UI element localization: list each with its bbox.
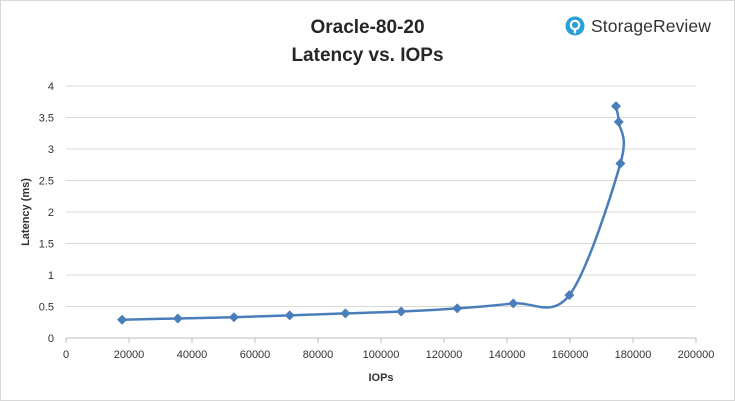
- data-point-marker: [613, 116, 624, 127]
- brand-logo: StorageReview: [565, 13, 711, 39]
- y-axis-title: Latency (ms): [20, 178, 32, 246]
- axes: [65, 337, 697, 343]
- data-point-marker: [340, 308, 351, 319]
- data-point-marker: [564, 290, 575, 301]
- x-tick-label: 100000: [363, 349, 400, 361]
- y-tick-label: 2.5: [39, 176, 54, 188]
- y-tick-label: 3.5: [39, 113, 54, 125]
- data-point-marker: [615, 158, 626, 169]
- data-point-marker: [172, 313, 183, 324]
- data-point-marker: [284, 310, 295, 321]
- data-point-marker: [117, 314, 128, 325]
- x-tick-label: 20000: [114, 349, 145, 361]
- data-series: [117, 101, 626, 325]
- y-tick-label: 1: [48, 270, 54, 282]
- x-axis-title: IOPs: [368, 372, 393, 384]
- y-tick-label: 2: [48, 207, 54, 219]
- data-point-marker: [452, 303, 463, 314]
- data-point-marker: [508, 298, 519, 309]
- y-tick-label: 1.5: [39, 239, 54, 251]
- x-tick-label: 200000: [678, 349, 715, 361]
- y-tick-label: 0.5: [39, 302, 54, 314]
- y-tick-label: 0: [48, 333, 54, 345]
- x-tick-label: 60000: [240, 349, 271, 361]
- storagereview-logo-icon: [565, 16, 585, 36]
- x-tick-label: 180000: [615, 349, 652, 361]
- x-tick-label: 140000: [489, 349, 526, 361]
- x-tick-label: 160000: [552, 349, 589, 361]
- chart-title: Oracle-80-20: [310, 17, 425, 38]
- x-tick-label: 120000: [426, 349, 463, 361]
- series-line: [120, 104, 625, 321]
- x-tick-label: 80000: [303, 349, 334, 361]
- brand-name: StorageReview: [591, 15, 711, 36]
- data-point-marker: [396, 306, 407, 317]
- x-tick-label: 40000: [177, 349, 208, 361]
- x-tick-label: 0: [63, 349, 69, 361]
- data-point-marker: [228, 312, 239, 323]
- tick-labels: 0 0.5 1 1.5 2 2.5 3 3.5 4 0 20000 40000 60000 80000 10…: [39, 81, 715, 361]
- data-point-marker: [610, 101, 621, 112]
- gridlines: [66, 85, 696, 307]
- y-tick-label: 4: [48, 81, 54, 93]
- chart-subtitle: Latency vs. IOPs: [291, 45, 444, 66]
- y-tick-label: 3: [48, 144, 54, 156]
